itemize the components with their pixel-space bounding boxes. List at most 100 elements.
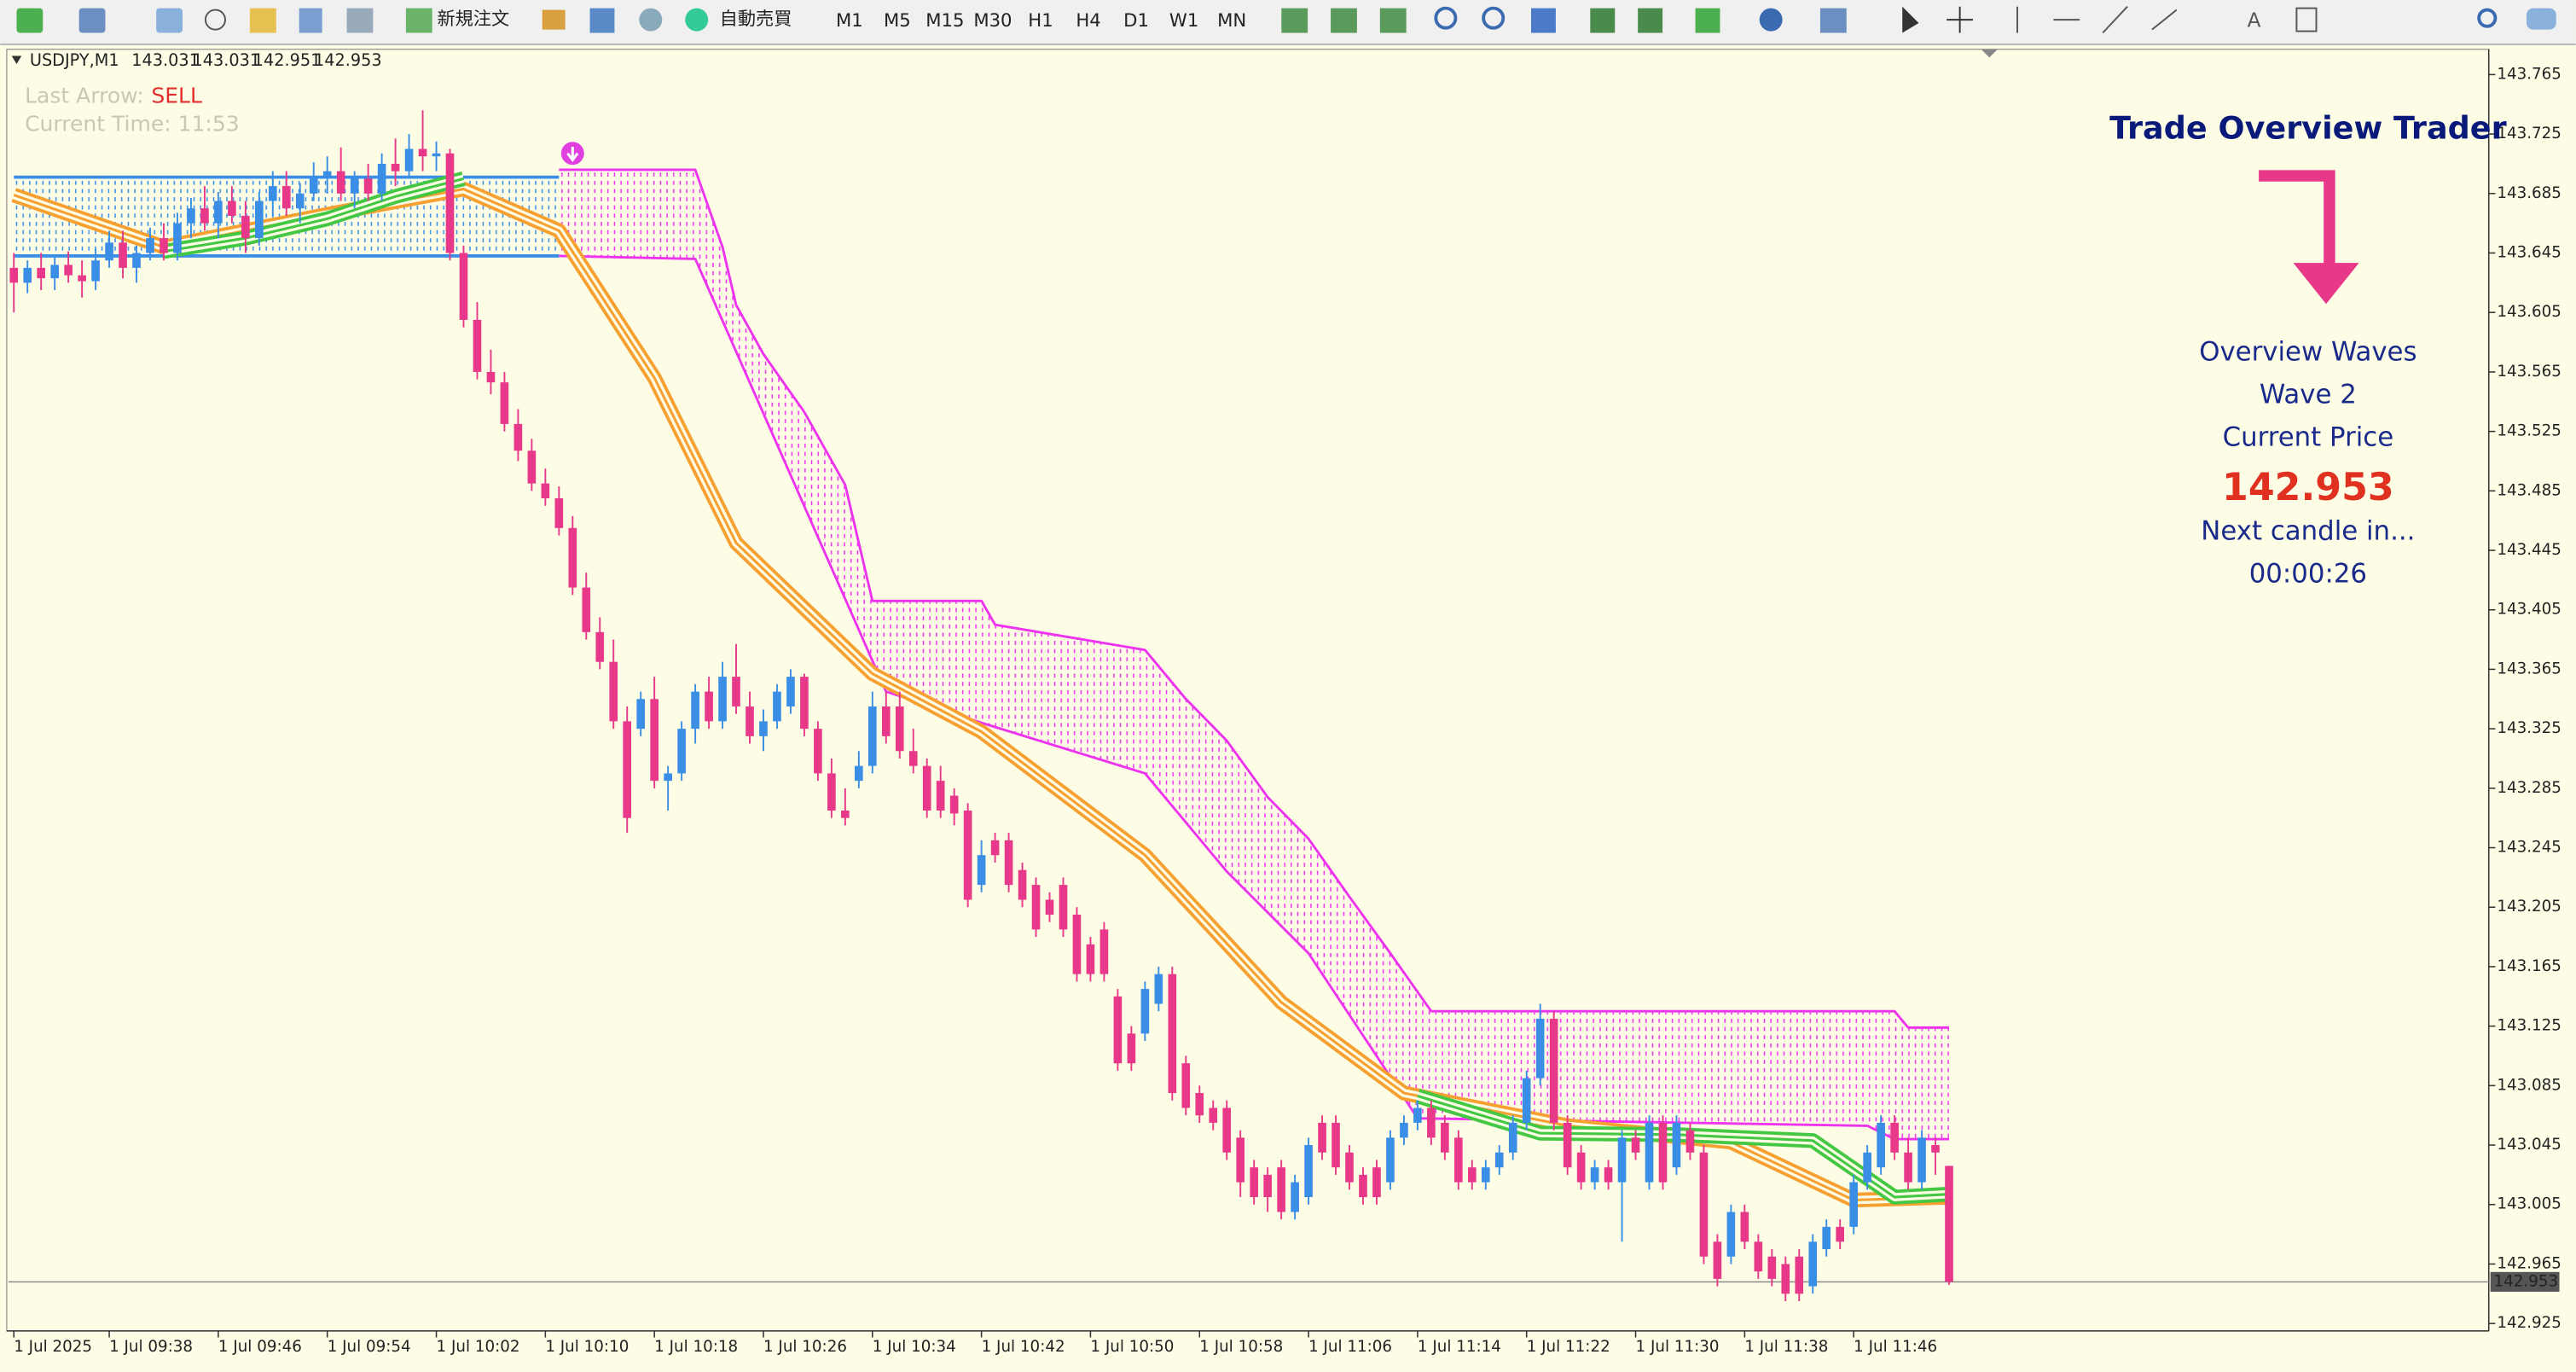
price-tag-label: 142.953: [2493, 1272, 2558, 1290]
candle-body: [867, 706, 877, 766]
toolbar-button[interactable]: 自動売買: [720, 8, 792, 29]
candle-body: [1631, 1137, 1640, 1153]
x-tick-label: 1 Jul 10:02: [437, 1338, 520, 1356]
candle-body: [1699, 1152, 1709, 1257]
timeframe-button[interactable]: M5: [884, 9, 911, 31]
candle-body: [1508, 1122, 1517, 1153]
timeframe-button[interactable]: M30: [973, 9, 1012, 31]
candle-body: [295, 193, 305, 209]
svg-text:A: A: [2248, 10, 2261, 32]
candle-body: [50, 265, 59, 279]
x-tick-label: 1 Jul 10:26: [763, 1338, 847, 1356]
signal-band: [163, 177, 1950, 1199]
candle-body: [1685, 1130, 1695, 1153]
candle-body: [309, 178, 318, 194]
candle-body: [500, 382, 509, 424]
candle-body: [908, 751, 918, 766]
candle-body: [1822, 1226, 1831, 1250]
candle-body: [1931, 1145, 1940, 1153]
candle-body: [1359, 1174, 1367, 1198]
x-tick-label: 1 Jul 10:10: [545, 1338, 629, 1356]
candle-body: [1454, 1137, 1463, 1183]
candle-body: [827, 773, 836, 811]
candle-body: [814, 729, 822, 774]
x-tick-label: 1 Jul 2025: [14, 1338, 92, 1356]
sell-arrow-glyph: [566, 147, 579, 163]
candle-body: [228, 201, 236, 216]
chart: 143.765 143.725 143.685 143.645 143.605 143.5…: [8, 65, 2561, 1356]
y-tick-label: 142.965: [2497, 1254, 2561, 1272]
candle-body: [1304, 1145, 1313, 1198]
candle-body: [119, 242, 127, 268]
candle-body: [432, 153, 441, 157]
candle-body: [1890, 1122, 1899, 1153]
y-tick-label: 143.285: [2497, 779, 2561, 797]
panel-line: Overview Waves: [2199, 337, 2416, 368]
y-tick-label: 143.125: [2497, 1017, 2561, 1035]
candle-body: [322, 171, 332, 179]
current-time: Current Time: 11:53: [25, 111, 240, 136]
timeframe-button[interactable]: W1: [1169, 9, 1198, 31]
x-tick-label: 1 Jul 09:38: [109, 1338, 193, 1356]
candle-body: [1168, 974, 1177, 1094]
timeframe-button[interactable]: M1: [836, 9, 863, 31]
ohlc-open: 143.031: [131, 50, 200, 70]
candle-body: [582, 587, 591, 632]
candle-body: [241, 215, 250, 239]
y-tick-label: 143.085: [2497, 1076, 2561, 1094]
candle-body: [1849, 1182, 1858, 1227]
down-arrow: [2259, 170, 2335, 266]
candle-body: [977, 855, 986, 886]
timeframe-button[interactable]: H1: [1028, 9, 1053, 31]
toolbar-button[interactable]: 新規注文: [437, 8, 509, 29]
candle-body: [91, 260, 100, 282]
candle-body: [1086, 944, 1095, 974]
timeframe-button[interactable]: D1: [1123, 9, 1149, 31]
timeframe-button[interactable]: M15: [925, 9, 964, 31]
candle-body: [459, 253, 468, 320]
panel-line: Wave 2: [2260, 380, 2357, 410]
candle-body: [1863, 1152, 1871, 1183]
candle-body: [146, 238, 154, 253]
candle-body: [1236, 1137, 1245, 1183]
y-tick-label: 143.445: [2497, 541, 2561, 559]
candle-body: [268, 186, 277, 201]
candle-body: [746, 706, 754, 736]
candle-body: [1127, 1033, 1136, 1064]
candle-body: [1018, 869, 1027, 900]
candle-body: [759, 721, 768, 736]
candle-body: [922, 765, 931, 811]
candle-body: [1099, 929, 1109, 974]
timeframe-button[interactable]: MN: [1217, 9, 1246, 31]
overview-panel: Trade Overview Trader Overview Waves Wav…: [2109, 110, 2507, 590]
x-tick-label: 1 Jul 10:18: [654, 1338, 738, 1356]
candle-body: [255, 201, 264, 239]
y-tick-label: 143.045: [2497, 1136, 2561, 1154]
candle-body: [1318, 1122, 1326, 1153]
candle-body: [1754, 1241, 1763, 1272]
timeframe-button[interactable]: H4: [1076, 9, 1100, 31]
candle-body: [609, 661, 618, 722]
down-arrow-head: [2293, 263, 2359, 305]
y-tick-label: 143.765: [2497, 65, 2561, 83]
candle-body: [64, 265, 73, 276]
y-tick-label: 143.565: [2497, 363, 2561, 381]
panel-countdown: 00:00:26: [2249, 559, 2367, 590]
candle-body: [773, 691, 781, 722]
candle-body: [1740, 1212, 1749, 1242]
candle-body: [187, 208, 195, 224]
candle-body: [1332, 1122, 1340, 1168]
toolbar-icons[interactable]: A: [16, 6, 2556, 34]
candle-body: [1781, 1264, 1790, 1294]
candle-body: [78, 275, 86, 282]
candle-body: [23, 267, 32, 283]
cloud-fill: [559, 169, 1950, 1140]
candle-body: [214, 201, 223, 224]
candle-body: [1059, 885, 1068, 930]
candle-body: [1250, 1167, 1258, 1198]
candle-body: [1413, 1107, 1422, 1123]
candle-body: [513, 423, 523, 451]
candle-body: [1808, 1241, 1818, 1287]
candle-body: [105, 242, 113, 261]
